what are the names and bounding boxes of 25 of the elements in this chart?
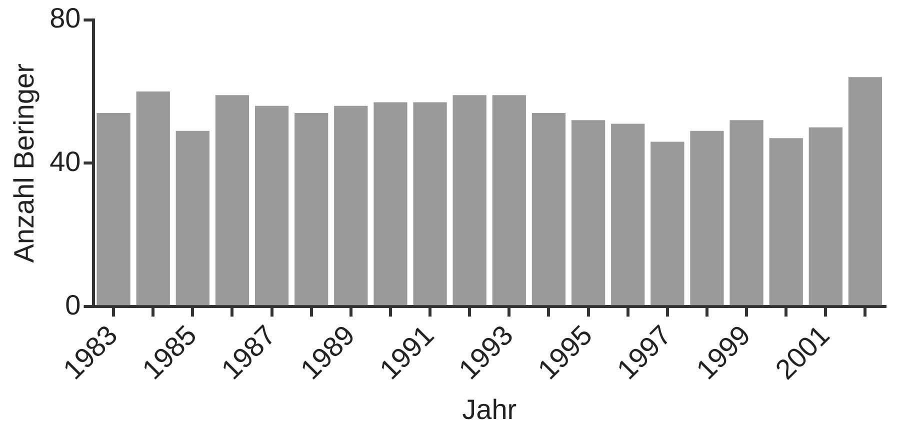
bar [769, 138, 803, 306]
bar [730, 120, 764, 306]
bar [96, 113, 130, 306]
bar [334, 106, 368, 306]
bar [452, 95, 486, 306]
bar [848, 77, 882, 306]
y-tick-label: 80 [50, 2, 81, 34]
y-axis-title: Anzahl Beringer [8, 64, 40, 263]
bar [136, 92, 170, 306]
x-axis-title: Jahr [462, 394, 517, 425]
bar [571, 120, 606, 306]
bar [215, 95, 250, 306]
y-tick-label: 0 [65, 289, 81, 320]
bar [650, 142, 684, 306]
bar [690, 130, 724, 306]
y-tick-label: 40 [50, 146, 81, 177]
bar [611, 124, 645, 306]
bar [374, 102, 408, 306]
bar [413, 102, 447, 306]
bar [254, 106, 289, 306]
bar [492, 95, 526, 306]
bar [176, 130, 210, 306]
bar [294, 113, 328, 306]
bar [532, 113, 566, 306]
bar [808, 127, 842, 306]
